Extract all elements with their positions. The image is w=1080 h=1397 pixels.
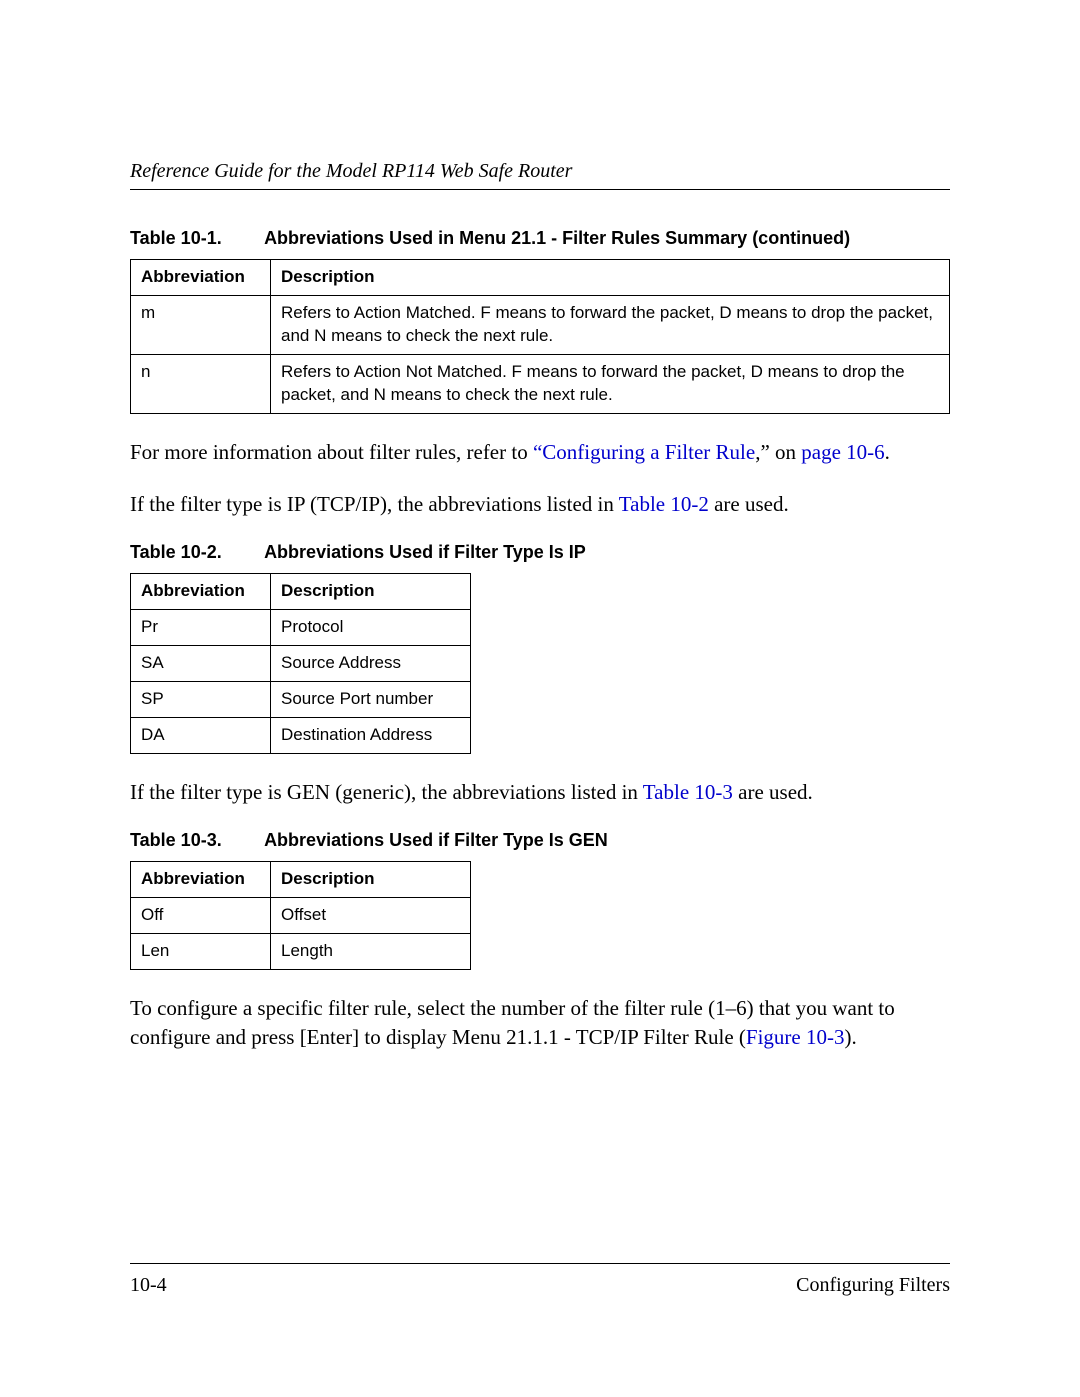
text: If the filter type is IP (TCP/IP), the a… [130, 492, 619, 516]
cell-abbr: DA [131, 718, 271, 754]
table1-caption-title: Abbreviations Used in Menu 21.1 - Filter… [264, 228, 850, 248]
table-row: Len Length [131, 934, 471, 970]
table-row: n Refers to Action Not Matched. F means … [131, 354, 950, 413]
table3-col2-header: Description [271, 862, 471, 898]
table-row: Off Offset [131, 898, 471, 934]
cell-desc: Destination Address [271, 718, 471, 754]
page-footer: 10-4 Configuring Filters [130, 1263, 950, 1297]
table-row: DA Destination Address [131, 718, 471, 754]
cell-desc: Source Port number [271, 682, 471, 718]
table2-caption-title: Abbreviations Used if Filter Type Is IP [264, 542, 586, 562]
table-header-row: Abbreviation Description [131, 260, 950, 296]
cell-abbr: Off [131, 898, 271, 934]
link-figure-10-3[interactable]: Figure 10-3 [746, 1025, 845, 1049]
table-header-row: Abbreviation Description [131, 574, 471, 610]
table1-col2-header: Description [271, 260, 950, 296]
para-configure-rule: To configure a specific filter rule, sel… [130, 994, 950, 1051]
text: are used. [733, 780, 813, 804]
table2: Abbreviation Description Pr Protocol SA … [130, 573, 471, 754]
cell-abbr: SP [131, 682, 271, 718]
table1-caption: Table 10-1. Abbreviations Used in Menu 2… [130, 228, 950, 249]
cell-desc: Protocol [271, 610, 471, 646]
cell-desc: Source Address [271, 646, 471, 682]
text: . [885, 440, 890, 464]
table-row: m Refers to Action Matched. F means to f… [131, 295, 950, 354]
table1: Abbreviation Description m Refers to Act… [130, 259, 950, 414]
table2-caption: Table 10-2. Abbreviations Used if Filter… [130, 542, 950, 563]
text: If the filter type is GEN (generic), the… [130, 780, 643, 804]
section-title: Configuring Filters [796, 1274, 950, 1297]
cell-desc: Length [271, 934, 471, 970]
cell-desc: Offset [271, 898, 471, 934]
table2-caption-num: Table 10-2. [130, 542, 222, 563]
cell-abbr: SA [131, 646, 271, 682]
table3-caption-num: Table 10-3. [130, 830, 222, 851]
cell-abbr: m [131, 295, 271, 354]
page-number: 10-4 [130, 1274, 167, 1297]
table2-col1-header: Abbreviation [131, 574, 271, 610]
text: are used. [709, 492, 789, 516]
text: ,” on [755, 440, 801, 464]
link-table-10-2[interactable]: Table 10-2 [619, 492, 709, 516]
table-row: SP Source Port number [131, 682, 471, 718]
table-row: SA Source Address [131, 646, 471, 682]
cell-desc: Refers to Action Not Matched. F means to… [271, 354, 950, 413]
link-page-10-6[interactable]: page 10-6 [801, 440, 884, 464]
cell-abbr: n [131, 354, 271, 413]
para-gen-type: If the filter type is GEN (generic), the… [130, 778, 950, 806]
running-header: Reference Guide for the Model RP114 Web … [130, 160, 950, 190]
table3-col1-header: Abbreviation [131, 862, 271, 898]
table3: Abbreviation Description Off Offset Len … [130, 861, 471, 970]
text: ). [844, 1025, 856, 1049]
table-row: Pr Protocol [131, 610, 471, 646]
link-configuring-filter-rule[interactable]: “Configuring a Filter Rule [533, 440, 755, 464]
table1-col1-header: Abbreviation [131, 260, 271, 296]
cell-abbr: Pr [131, 610, 271, 646]
table1-caption-num: Table 10-1. [130, 228, 222, 249]
text: For more information about filter rules,… [130, 440, 533, 464]
para-ip-type: If the filter type is IP (TCP/IP), the a… [130, 490, 950, 518]
table-header-row: Abbreviation Description [131, 862, 471, 898]
para-filter-more-info: For more information about filter rules,… [130, 438, 950, 466]
table3-caption: Table 10-3. Abbreviations Used if Filter… [130, 830, 950, 851]
link-table-10-3[interactable]: Table 10-3 [643, 780, 733, 804]
table3-caption-title: Abbreviations Used if Filter Type Is GEN [264, 830, 608, 850]
table2-col2-header: Description [271, 574, 471, 610]
cell-desc: Refers to Action Matched. F means to for… [271, 295, 950, 354]
cell-abbr: Len [131, 934, 271, 970]
